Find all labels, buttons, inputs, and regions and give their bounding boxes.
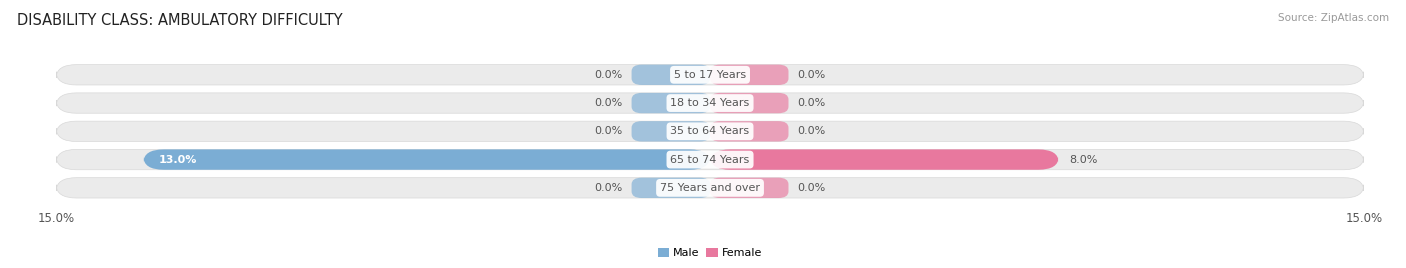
Text: 75 Years and over: 75 Years and over — [659, 183, 761, 193]
Text: 8.0%: 8.0% — [1070, 155, 1098, 165]
Text: 5 to 17 Years: 5 to 17 Years — [673, 70, 747, 80]
Text: 0.0%: 0.0% — [595, 183, 623, 193]
FancyBboxPatch shape — [56, 121, 1364, 142]
Text: 0.0%: 0.0% — [595, 126, 623, 136]
FancyBboxPatch shape — [631, 121, 710, 142]
Text: 0.0%: 0.0% — [797, 98, 825, 108]
Text: 18 to 34 Years: 18 to 34 Years — [671, 98, 749, 108]
Text: 13.0%: 13.0% — [159, 155, 197, 165]
Text: 65 to 74 Years: 65 to 74 Years — [671, 155, 749, 165]
Text: 0.0%: 0.0% — [595, 70, 623, 80]
FancyBboxPatch shape — [710, 65, 789, 85]
FancyBboxPatch shape — [56, 178, 1364, 198]
FancyBboxPatch shape — [56, 65, 1364, 85]
Text: Source: ZipAtlas.com: Source: ZipAtlas.com — [1278, 13, 1389, 23]
Text: 0.0%: 0.0% — [595, 98, 623, 108]
Text: 0.0%: 0.0% — [797, 126, 825, 136]
FancyBboxPatch shape — [710, 178, 789, 198]
Text: 0.0%: 0.0% — [797, 70, 825, 80]
Text: DISABILITY CLASS: AMBULATORY DIFFICULTY: DISABILITY CLASS: AMBULATORY DIFFICULTY — [17, 13, 343, 28]
FancyBboxPatch shape — [631, 65, 710, 85]
FancyBboxPatch shape — [143, 149, 710, 170]
FancyBboxPatch shape — [631, 93, 710, 113]
Legend: Male, Female: Male, Female — [654, 243, 766, 263]
FancyBboxPatch shape — [56, 93, 1364, 113]
FancyBboxPatch shape — [631, 178, 710, 198]
Text: 0.0%: 0.0% — [797, 183, 825, 193]
Text: 35 to 64 Years: 35 to 64 Years — [671, 126, 749, 136]
FancyBboxPatch shape — [710, 121, 789, 142]
FancyBboxPatch shape — [710, 93, 789, 113]
FancyBboxPatch shape — [56, 149, 1364, 170]
FancyBboxPatch shape — [710, 149, 1059, 170]
